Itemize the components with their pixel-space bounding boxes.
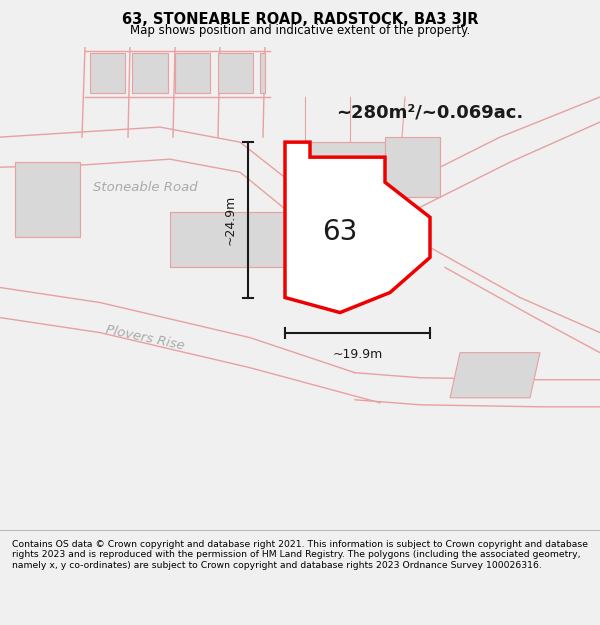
Polygon shape	[285, 142, 385, 278]
Polygon shape	[170, 213, 285, 268]
Polygon shape	[15, 162, 80, 238]
Text: Stoneable Road: Stoneable Road	[92, 181, 197, 194]
Text: 63, STONEABLE ROAD, RADSTOCK, BA3 3JR: 63, STONEABLE ROAD, RADSTOCK, BA3 3JR	[122, 12, 478, 27]
Text: ~19.9m: ~19.9m	[332, 348, 383, 361]
Polygon shape	[450, 352, 540, 398]
Polygon shape	[260, 53, 265, 93]
Polygon shape	[285, 142, 430, 312]
Text: Map shows position and indicative extent of the property.: Map shows position and indicative extent…	[130, 24, 470, 36]
Polygon shape	[90, 53, 125, 93]
Text: Plovers Rise: Plovers Rise	[104, 323, 185, 352]
Text: ~24.9m: ~24.9m	[223, 195, 236, 245]
Polygon shape	[385, 137, 440, 198]
Text: ~280m²/~0.069ac.: ~280m²/~0.069ac.	[337, 103, 524, 121]
Polygon shape	[132, 53, 168, 93]
Text: Contains OS data © Crown copyright and database right 2021. This information is : Contains OS data © Crown copyright and d…	[12, 540, 588, 569]
Polygon shape	[218, 53, 253, 93]
Polygon shape	[175, 53, 210, 93]
Text: 63: 63	[322, 218, 358, 246]
